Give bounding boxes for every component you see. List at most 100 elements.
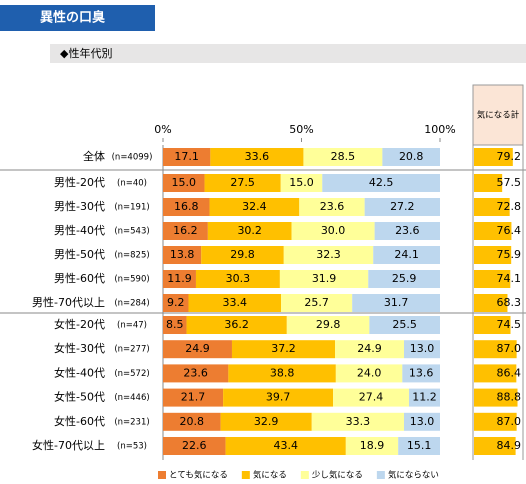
data-label: 30.3	[226, 272, 251, 285]
total-bar	[474, 198, 510, 216]
title-box	[0, 5, 155, 31]
bar-segment	[163, 437, 226, 455]
data-label: 9.2	[167, 296, 185, 309]
bar-segment	[204, 174, 281, 192]
bar-segment	[228, 364, 336, 383]
bar-segment	[369, 316, 440, 334]
sample-size: (n=47)	[117, 321, 147, 331]
bar-segment	[220, 412, 312, 431]
bar-segment	[368, 270, 440, 288]
data-label: 20.8	[180, 415, 205, 428]
total-header: 気になる計	[477, 110, 520, 121]
bar-segment	[335, 364, 403, 383]
bar-segment	[345, 437, 399, 455]
data-label: 30.0	[321, 224, 346, 237]
bar-segment	[163, 388, 224, 407]
bar-segment	[280, 174, 323, 192]
data-label: 23.6	[183, 366, 208, 379]
total-label: 57.5	[497, 176, 522, 189]
x-tick-label: 0%	[154, 123, 171, 136]
bar-segment	[163, 412, 221, 431]
data-label: 31.7	[384, 296, 409, 309]
sample-size: (n=277)	[114, 345, 149, 355]
bar-segment	[186, 316, 287, 334]
bar-segment	[374, 222, 440, 240]
bar-segment	[364, 198, 440, 216]
legend-label: 少し気になる	[312, 470, 363, 481]
category-label: 男性-30代	[54, 199, 105, 213]
category-label: 女性-60代	[54, 414, 105, 428]
data-label: 23.6	[395, 224, 420, 237]
data-label: 13.0	[410, 415, 435, 428]
total-label: 75.9	[497, 248, 522, 261]
category-label: 男性-50代	[54, 247, 105, 261]
bar-segment	[163, 246, 202, 264]
data-label: 16.2	[173, 224, 198, 237]
total-label: 87.0	[497, 415, 522, 428]
category-label: 男性-40代	[54, 223, 105, 237]
bar-segment	[373, 246, 440, 264]
data-label: 29.8	[230, 248, 255, 261]
sample-size: (n=825)	[114, 251, 149, 261]
total-bar	[474, 364, 517, 383]
data-label: 31.9	[312, 272, 337, 285]
data-label: 24.9	[185, 342, 210, 355]
sample-size: (n=231)	[114, 417, 149, 427]
bar-segment	[209, 198, 300, 216]
bar-segment	[231, 340, 336, 359]
bar-segment	[322, 174, 440, 192]
data-label: 22.6	[182, 439, 207, 452]
legend-swatch	[300, 471, 309, 479]
total-bar	[474, 437, 516, 455]
data-label: 15.0	[289, 176, 314, 189]
total-bar	[474, 316, 511, 334]
legend-swatch	[158, 471, 166, 479]
bar-segment	[163, 340, 232, 359]
data-label: 11.2	[412, 391, 437, 404]
legend-swatch	[376, 471, 385, 479]
bar-segment	[279, 270, 369, 288]
bar-segment	[382, 148, 440, 166]
chart-title: 異性の口臭	[40, 10, 105, 26]
sample-size: (n=590)	[114, 275, 149, 285]
bar-segment	[210, 148, 304, 166]
bar-segment	[188, 294, 282, 312]
sample-size: (n=4099)	[112, 153, 153, 163]
data-label: 25.9	[392, 272, 417, 285]
category-label: 全体	[83, 149, 105, 163]
bar-segment	[291, 222, 375, 240]
category-label: 男性-60代	[54, 271, 105, 285]
data-label: 43.4	[273, 439, 298, 452]
total-label: 74.1	[497, 272, 522, 285]
data-label: 33.3	[346, 415, 371, 428]
sample-size: (n=446)	[114, 393, 149, 403]
bar-segment	[163, 198, 210, 216]
total-bar	[474, 148, 513, 166]
total-bar	[474, 294, 508, 312]
category-label: 男性-20代	[54, 175, 105, 189]
data-label: 38.8	[270, 366, 295, 379]
legend-label: 気になる	[253, 470, 287, 481]
data-label: 25.7	[304, 296, 329, 309]
data-label: 11.9	[167, 272, 192, 285]
data-label: 27.2	[390, 200, 415, 213]
sample-size: (n=40)	[117, 179, 147, 189]
data-label: 37.2	[271, 342, 296, 355]
bar-segment	[195, 270, 280, 288]
bar-segment	[163, 148, 211, 166]
legend-label: 気にならない	[388, 470, 439, 481]
sample-size: (n=191)	[114, 203, 149, 213]
category-label: 女性-40代	[54, 365, 105, 379]
data-label: 13.8	[170, 248, 195, 261]
data-label: 32.4	[242, 200, 267, 213]
bar-segment	[223, 388, 334, 407]
total-label: 86.4	[497, 366, 522, 379]
data-label: 27.4	[359, 391, 384, 404]
category-label: 女性-50代	[54, 390, 105, 404]
bar-segment	[408, 388, 440, 407]
data-label: 33.6	[245, 150, 270, 163]
sample-size: (n=572)	[114, 369, 149, 379]
total-header-box	[472, 84, 524, 146]
bar-segment	[163, 270, 196, 288]
